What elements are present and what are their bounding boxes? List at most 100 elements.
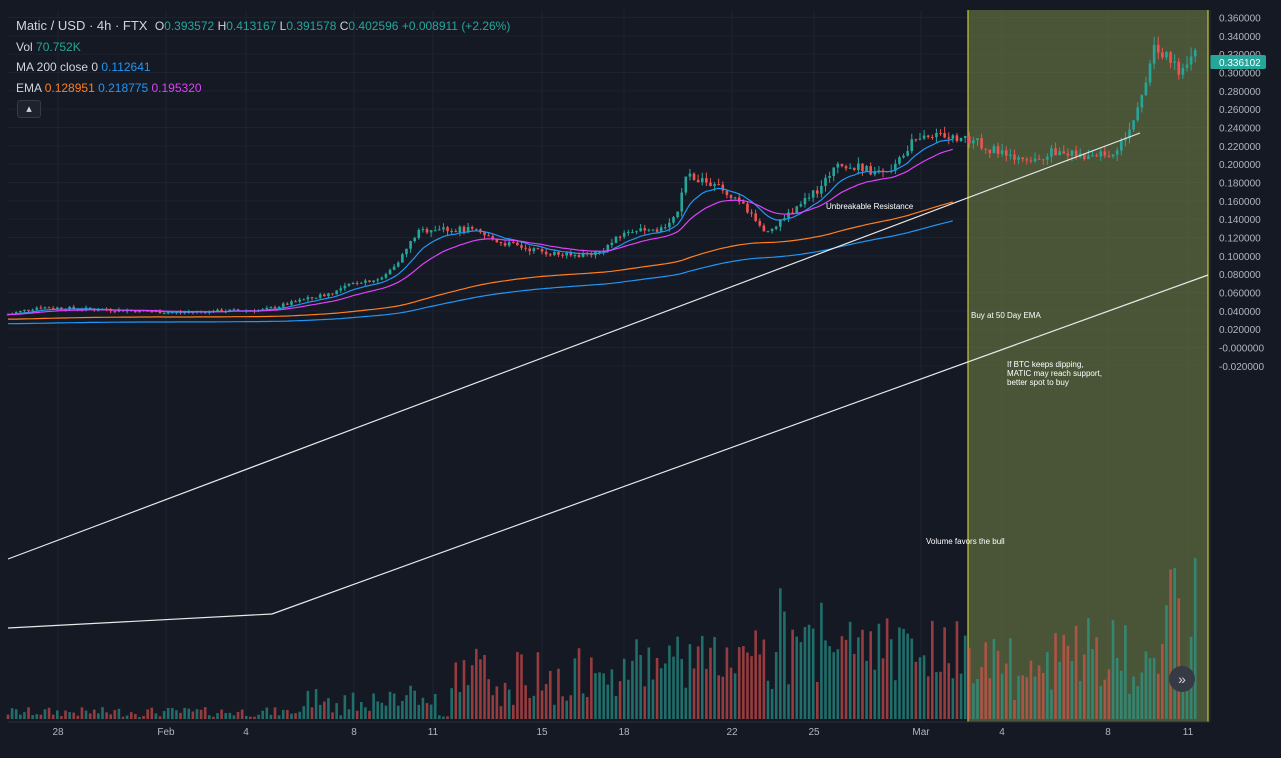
volume-bar [351,692,355,719]
candle-body [663,227,667,229]
volume-bar [639,655,642,719]
volume-bar [516,652,519,719]
legend-collapse-button[interactable]: ▴ [17,100,41,118]
annotation-buy-ema: Buy at 50 Day EMA [971,311,1041,320]
volume-bar [232,715,236,719]
volume-bar [310,707,314,719]
volume-bar [499,706,503,719]
volume-bar [643,686,647,719]
candle-body [914,139,918,141]
volume-bar [183,707,186,719]
candle-body [725,190,729,196]
volume-bar [610,669,614,719]
ema-row[interactable]: EMA 0.128951 0.218775 0.195320 [16,81,510,102]
candle-body [446,227,449,232]
candle-body [869,166,872,175]
volume-bar [55,710,59,719]
candle-body [1046,156,1049,160]
volume-bar [359,702,363,719]
low-value: 0.391578 [286,19,337,33]
candle-body [532,248,536,252]
volume-bar [339,715,343,719]
candle-body [651,229,655,231]
volume-bar [27,707,30,719]
support-trendline-base[interactable] [7,613,273,629]
volume-bar [787,684,790,719]
volume-bar [606,684,610,719]
volume-bar [663,663,667,719]
volume-bar [240,709,244,719]
volume-bar [19,714,22,719]
volume-bar [60,716,63,719]
candle-body [359,282,363,284]
volume-bar [1185,673,1189,719]
candle-body [1140,95,1144,108]
candle-body [737,197,741,202]
scroll-to-realtime-button[interactable]: » [1169,666,1195,692]
volume-bar [429,704,433,719]
y-tick-label: 0.180000 [1219,178,1261,189]
volume-bar [762,639,766,719]
ma-row[interactable]: MA 200 close 0 0.112641 [16,60,510,81]
candle-body [343,285,347,289]
ema-value-1: 0.128951 [44,80,95,95]
candle-body [618,236,622,238]
candle-body [610,242,614,246]
volume-bar [216,713,219,719]
candle-body [335,290,338,295]
volume-bar [1152,657,1156,719]
candle-body [43,307,47,309]
volume-bar [857,637,860,719]
volume-bar [1041,672,1045,719]
volume-bar [939,671,942,719]
candle-body [1132,120,1135,130]
volume-bar [947,663,951,719]
support-trendline[interactable] [271,274,1209,615]
volume-bar [1165,605,1168,719]
candle-body [553,251,556,255]
candle-body [795,206,799,213]
volume-bar [23,712,26,719]
volume-bar [1128,693,1131,719]
volume-bar [1124,625,1127,719]
candle-body [709,182,712,186]
y-tick-label: -0.020000 [1219,362,1264,373]
candle-body [894,163,897,171]
candle-body [507,242,511,246]
volume-bar [462,660,466,719]
volume-bar [709,647,712,719]
volume-bar [105,712,108,719]
candle-body [910,139,914,152]
candle-body [1050,148,1053,157]
volume-bar [327,698,330,719]
volume-bar [602,673,605,719]
ema-mid-line [7,148,953,316]
volume-bar [294,713,297,719]
candle-body [754,213,757,221]
candle-body [1148,63,1152,83]
candle-body [294,301,297,303]
volume-bar [631,660,634,719]
volume-bar [577,648,581,719]
x-tick-label: 22 [726,727,738,738]
candle-body [1025,159,1029,161]
last-price-label: 0.336102 [1219,58,1261,69]
candle-body [1165,52,1168,58]
resistance-trendline[interactable] [7,132,1141,560]
volume-bar [396,705,400,719]
candle-body [425,229,429,233]
volume-bar [6,714,10,719]
volume-bar [758,654,762,719]
candle-body [791,212,794,214]
y-tick-label: 0.120000 [1219,233,1261,244]
volume-row[interactable]: Vol 70.752K [16,40,510,61]
candle-body [1193,50,1197,57]
candle-body [803,198,807,205]
volume-bar [306,690,310,719]
symbol-title[interactable]: Matic / USD · 4h · FTX [16,18,148,33]
candle-body [503,243,507,246]
volume-bar [836,649,840,719]
volume-bar [651,679,655,719]
